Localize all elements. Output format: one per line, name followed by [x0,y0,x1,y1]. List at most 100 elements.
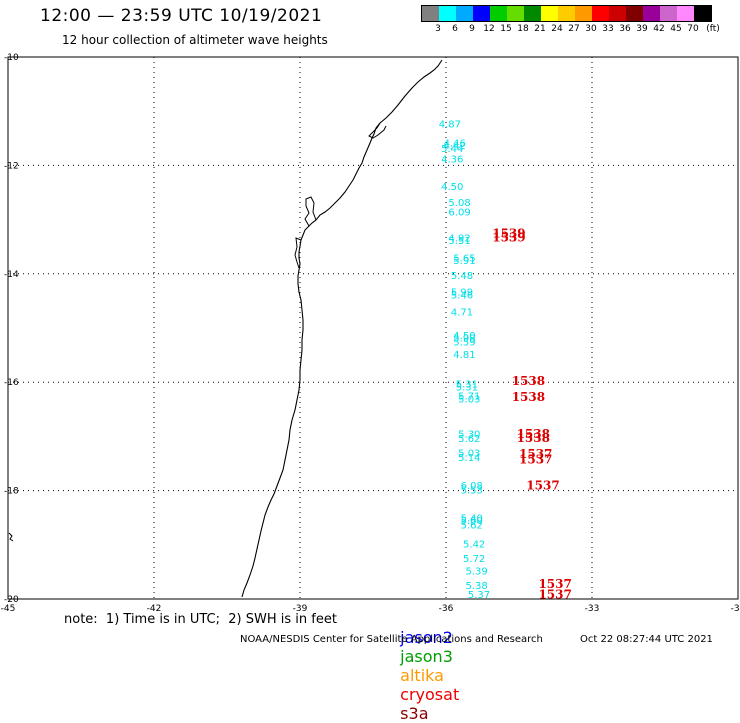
legend-label: 45 [670,24,682,34]
wave-height-value: 5.30 [458,429,480,440]
wave-height-value: 5.44 [441,144,463,155]
orbit-track-labels: 1539153915381538153815381537153715371537… [492,226,572,601]
legend-label: 39 [636,24,648,34]
orbit-track-id: 1538 [512,390,545,404]
latitude-tick: -14 [4,270,19,280]
longitude-tick: -39 [293,604,308,614]
wave-height-value: 5.62 [461,521,483,532]
wave-height-value: 5.98 [453,334,475,345]
credit-text: NOAA/NESDIS Center for Satellite Applica… [240,634,543,645]
wave-height-color-legend: 3 6 9 12 15 18 21 24 27 30 33 36 39 42 45 70 (ft) [421,5,720,36]
wave-height-value: 5.60 [461,516,483,527]
longitude-tick: -36 [439,604,454,614]
orbit-track-id: 1538 [517,427,550,441]
wave-height-value: 5.42 [463,540,485,551]
altimeter-map: -45 -42 -39 -36 -33 -30 -10 -12 -14 -16 -18 -20 4.… [1,53,740,614]
wave-height-value: 5.08 [448,198,470,209]
wave-height-value: 5.40 [461,513,483,524]
wave-height-value: 4.81 [453,350,475,361]
legend-label: 3 [435,24,441,34]
legend-labels: 3 6 9 12 15 18 21 24 27 30 33 36 39 42 45 70 (ft) [421,22,720,36]
orbit-track-id: 1537 [519,453,552,467]
satellite-s3a: s3a [400,704,429,723]
wave-height-value: 5.39 [465,567,487,578]
wave-height-value: 4.36 [441,155,463,166]
longitude-tick: -33 [585,604,600,614]
legend-swatch [677,6,694,21]
orbit-track-id: 1538 [517,431,550,445]
wave-height-value: 6.09 [448,207,470,218]
latitude-tick: -10 [4,53,19,63]
wave-height-value: 5.62 [458,434,480,445]
wave-height-value: 5.31 [456,380,478,391]
wave-height-value: 5.03 [458,394,480,405]
legend-swatch [694,6,711,21]
legend-swatch [507,6,524,21]
wave-height-value: 5.46 [451,291,473,302]
legend-swatch [660,6,677,21]
legend-label: 24 [551,24,563,34]
legend-label: 18 [517,24,529,34]
satellite-cryosat: cryosat [400,685,460,704]
wave-height-value: 4.71 [451,308,473,319]
legend-swatch [456,6,473,21]
longitude-tick-labels: -45 -42 -39 -36 -33 -30 [1,604,740,614]
wave-height-value: 5.31 [456,382,478,393]
map-title: 12:00 — 23:59 UTC 10/19/2021 [40,6,323,26]
wave-height-value: 5.72 [463,554,485,565]
legend-swatch [558,6,575,21]
wave-height-value: 5.14 [458,453,480,464]
legend-label: 6 [452,24,458,34]
wave-height-value: 5.38 [465,581,487,592]
legend-swatch [643,6,660,21]
map-frame [7,56,739,600]
legend-label: 70 [687,24,699,34]
legend-swatch [626,6,643,21]
wave-height-value: 4.50 [453,331,475,342]
wave-height-value: 6.08 [461,481,483,492]
orbit-track-id: 1539 [492,226,525,240]
longitude-tick: -30 [731,604,740,614]
wave-height-value: 5.03 [458,448,480,459]
longitude-tick: -45 [1,604,16,614]
satellite-legend: jason2 jason3 altika cryosat s3a [390,609,467,723]
longitude-tick: -42 [147,604,162,614]
map-subtitle: 12 hour collection of altimeter wave hei… [62,33,328,47]
satellite-altika: altika [400,666,444,685]
wave-height-value: 5.65 [453,253,475,264]
legend-label: 21 [534,24,546,34]
wave-height-value: 5.37 [468,590,490,601]
wave-height-value: 4.87 [439,119,461,130]
bay-inlet [294,122,387,269]
orbit-track-id: 1537 [519,447,552,461]
wave-height-value: 5.91 [453,256,475,267]
wave-height-value: 4.46 [444,138,466,149]
legend-label: 27 [568,24,580,34]
satellite-jason2: jason2 [400,628,453,647]
orbit-track-id: 1537 [538,577,571,591]
legend-swatch [490,6,507,21]
wave-height-value: 5.53 [461,485,483,496]
latitude-tick: -16 [4,378,19,388]
brazil-coastline [241,59,443,598]
latitude-tick-labels: -10 -12 -14 -16 -18 -20 [4,53,19,605]
legend-label: (ft) [706,24,720,34]
legend-swatches [421,5,712,22]
legend-swatch [541,6,558,21]
latitude-tick: -12 [4,161,19,171]
orbit-track-id: 1539 [492,230,525,244]
legend-swatch [575,6,592,21]
wave-height-value: 5.59 [453,337,475,348]
orbit-track-id: 1537 [538,587,571,601]
legend-label: 33 [602,24,614,34]
legend-swatch [524,6,541,21]
legend-swatch [422,6,439,21]
wave-height-value: 4.42 [444,141,466,152]
legend-swatch [439,6,456,21]
latitude-tick: -18 [4,487,19,497]
legend-swatch [609,6,626,21]
orbit-track-id: 1538 [512,374,545,388]
latitude-tick: -20 [4,595,19,605]
timestamp-text: Oct 22 08:27:44 UTC 2021 [580,634,713,645]
legend-swatch [592,6,609,21]
